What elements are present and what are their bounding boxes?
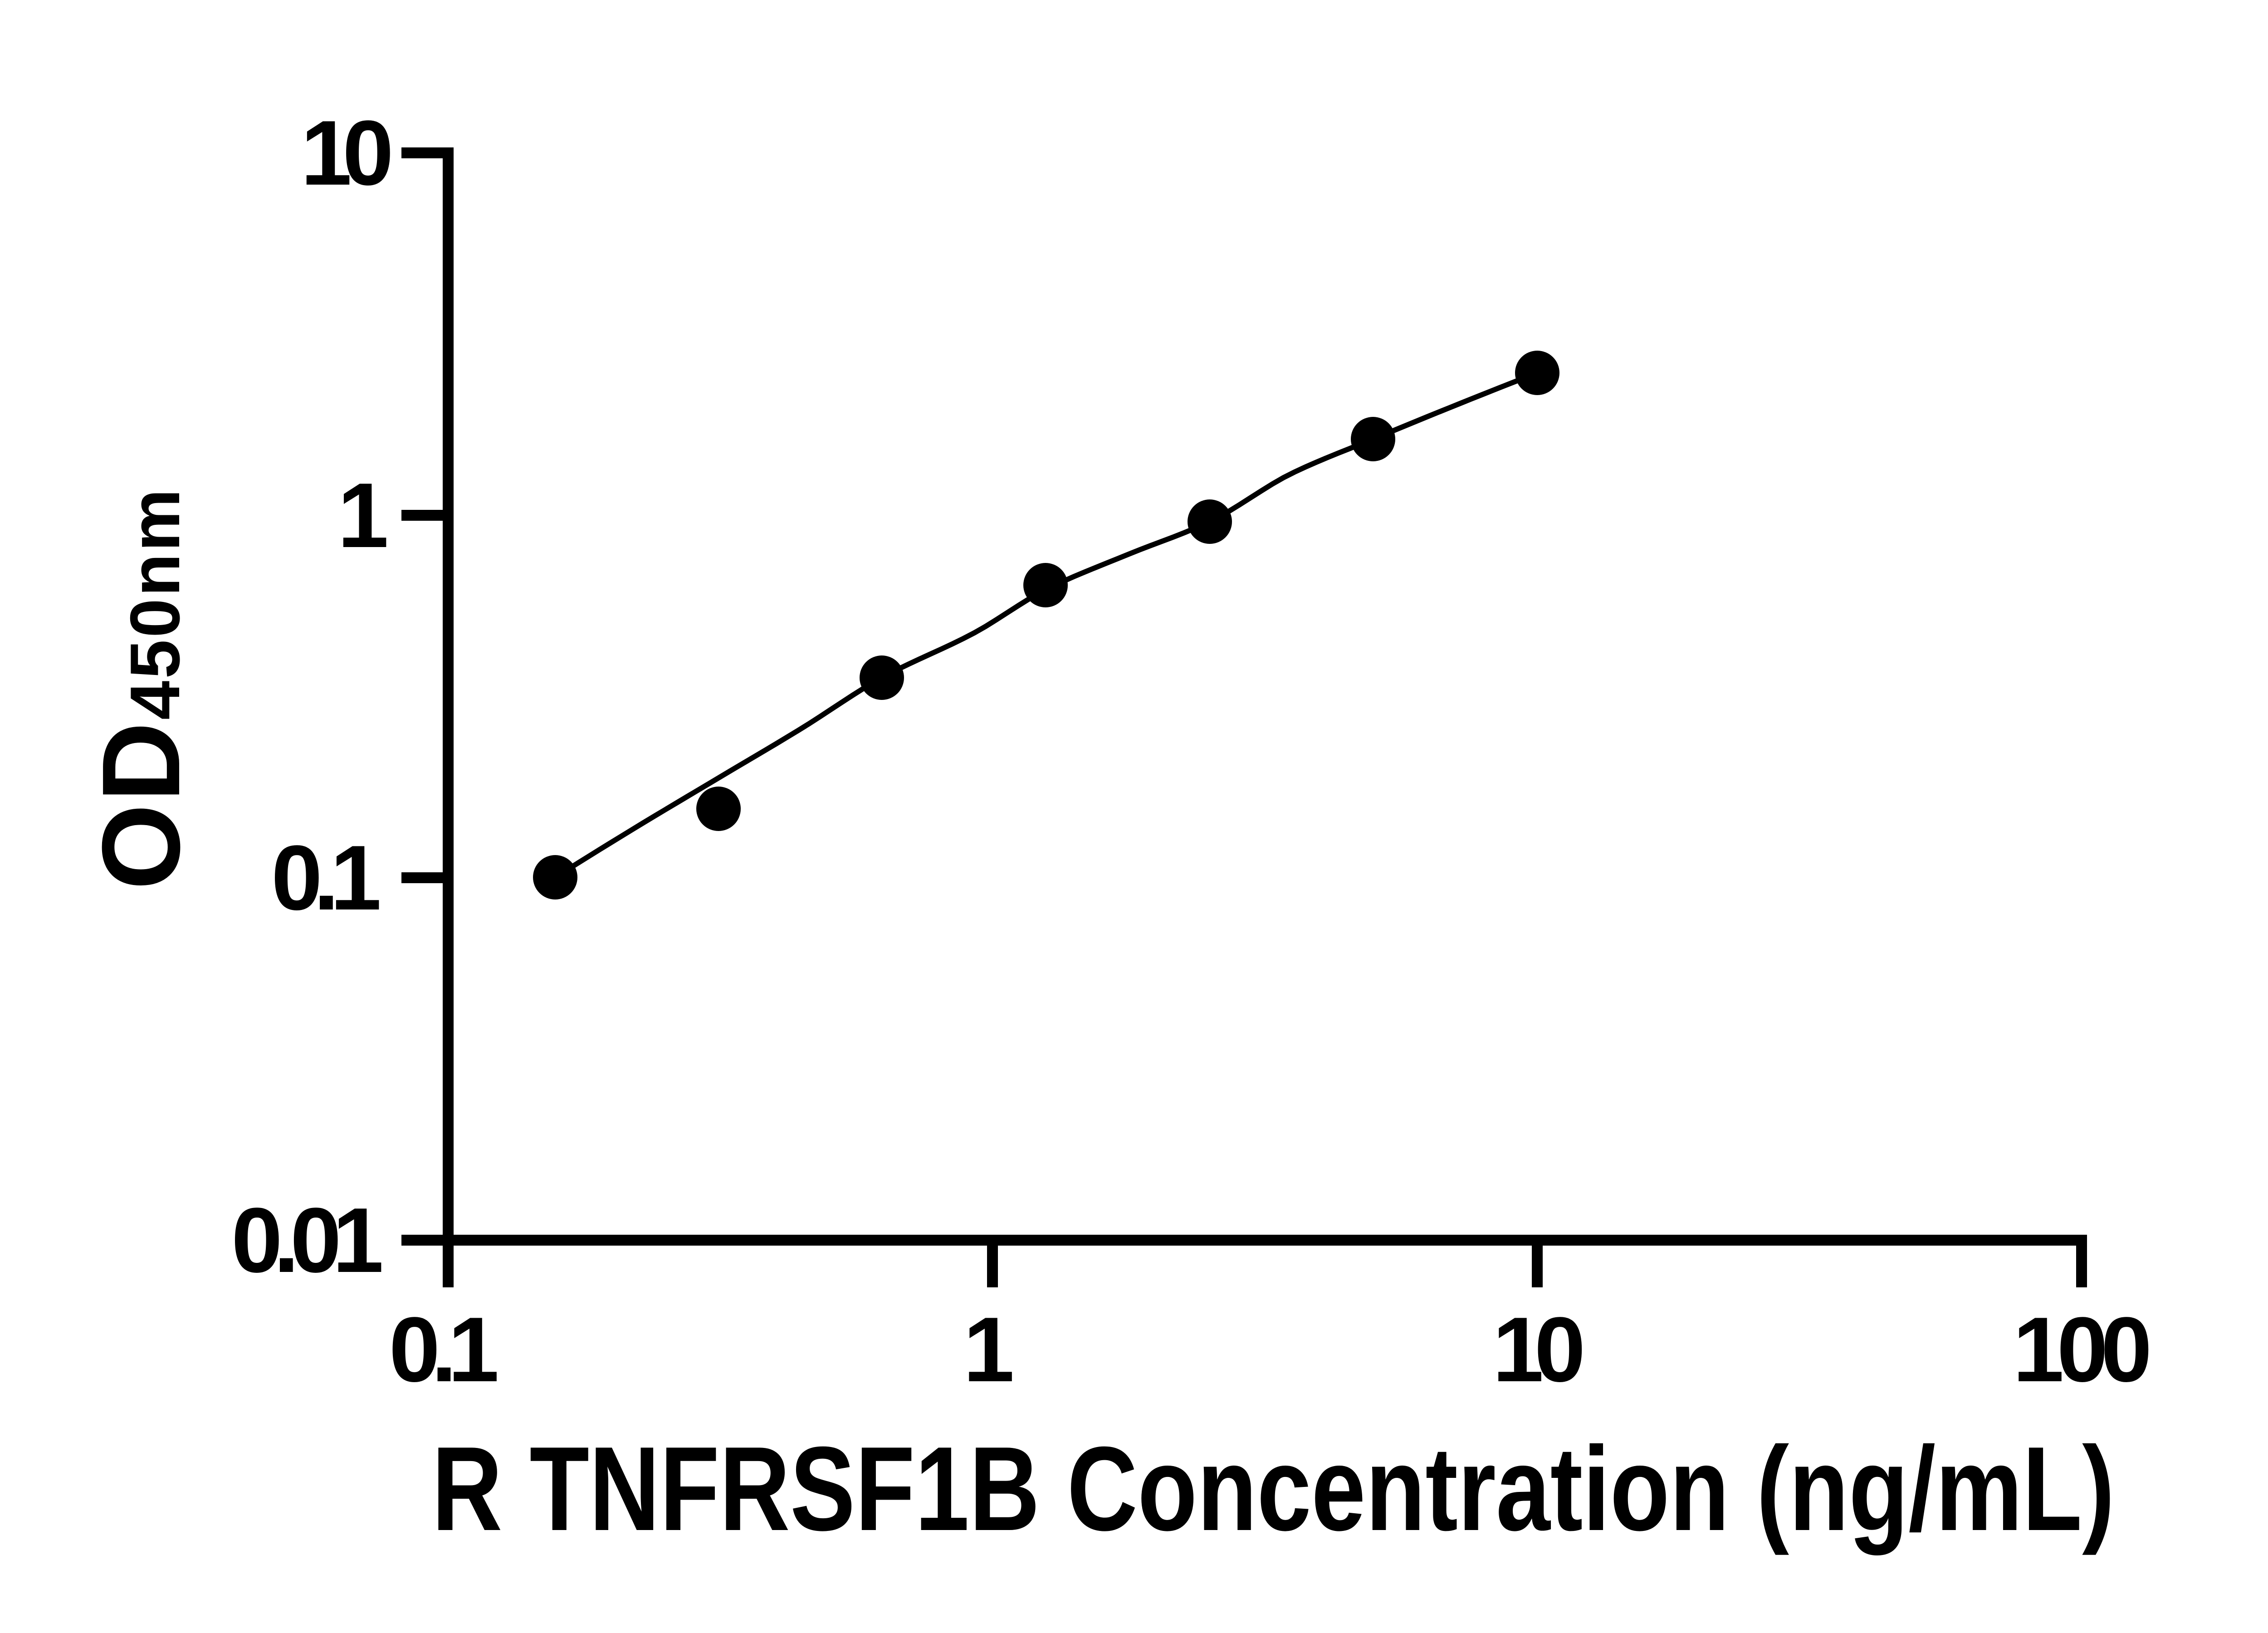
- svg-text:1: 1: [963, 1298, 1015, 1401]
- svg-text:1: 1: [337, 464, 389, 567]
- svg-text:0.1: 0.1: [389, 1298, 499, 1401]
- svg-text:10: 10: [301, 102, 394, 205]
- svg-text:R TNFRSF1B Concentration (ng/m: R TNFRSF1B Concentration (ng/mL): [432, 1422, 2115, 1556]
- svg-text:10: 10: [1493, 1298, 1586, 1401]
- svg-text:100: 100: [2013, 1298, 2152, 1401]
- svg-text:0.01: 0.01: [231, 1189, 384, 1292]
- svg-text:0.1: 0.1: [271, 826, 381, 929]
